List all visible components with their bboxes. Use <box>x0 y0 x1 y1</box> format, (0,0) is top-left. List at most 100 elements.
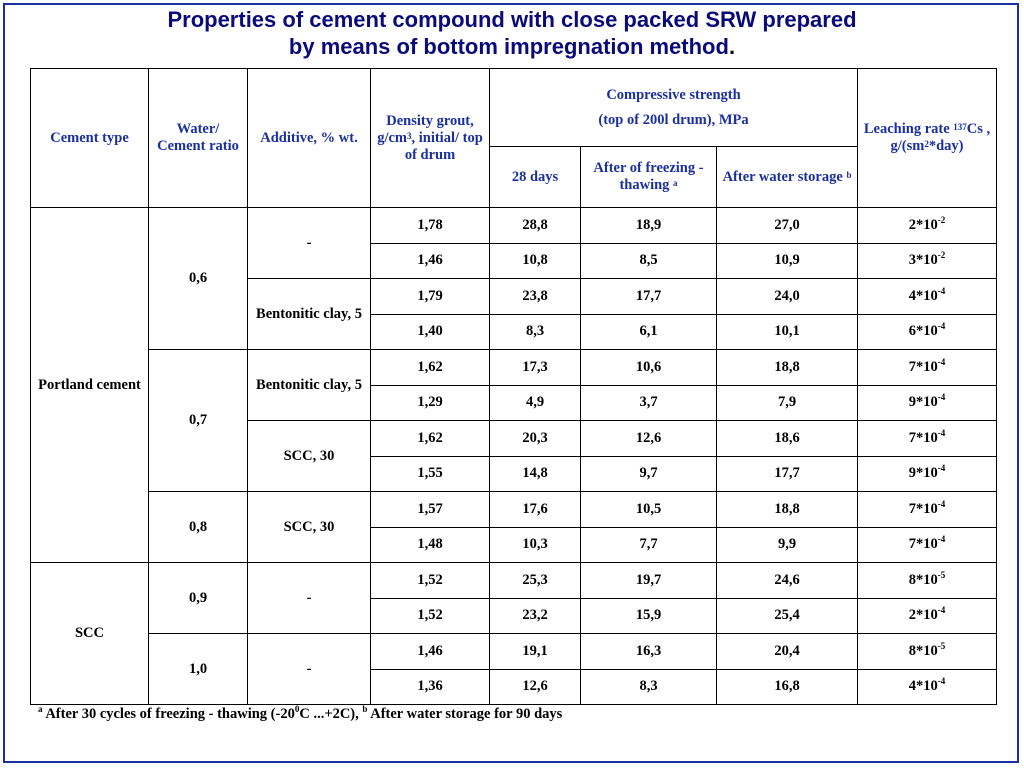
leaching-cell: 2*10-4 <box>857 597 998 634</box>
strength-freeze-cell: 12,6 <box>580 420 717 457</box>
density-cell: 1,48 <box>370 526 490 563</box>
density-cell: 1,40 <box>370 313 490 350</box>
table-row: SCC, 30 1,62 20,3 12,6 18,6 7*10-4 <box>31 420 998 492</box>
footnote: a After 30 cycles of freezing - thawing … <box>38 704 563 722</box>
header-wc-ratio: Water/ Cement ratio <box>148 68 248 208</box>
leaching-cell: 2*10-2 <box>857 207 998 244</box>
strength-freeze-cell: 7,7 <box>580 526 717 563</box>
leaching-cell: 3*10-2 <box>857 242 998 279</box>
table-row: 0,7 Bentonitic clay, 5 1,62 17,3 10,6 18… <box>31 349 998 492</box>
strength-28d-cell: 23,8 <box>489 278 581 315</box>
slide-frame <box>3 3 1019 763</box>
wc-ratio-cell: 0,8 <box>148 491 248 563</box>
strength-freeze-cell: 17,7 <box>580 278 717 315</box>
density-cell: 1,62 <box>370 349 490 386</box>
table-row: 1,0 - 1,46 19,1 16,3 20,4 8*10-5 <box>31 633 998 705</box>
strength-28d-cell: 25,3 <box>489 562 581 599</box>
additive-cell: - <box>247 633 371 705</box>
strength-water-cell: 10,1 <box>715 313 859 350</box>
density-cell: 1,79 <box>370 278 490 315</box>
wc-ratio-cell: 0,9 <box>148 562 248 634</box>
strength-freeze-cell: 6,1 <box>580 313 717 350</box>
density-cell: 1,55 <box>370 455 490 492</box>
strength-28d-cell: 12,6 <box>489 668 581 705</box>
title-line-2: by means of bottom impregnation method. <box>288 34 736 59</box>
table-row: 1,46 10,8 8,5 10,9 3*10-2 <box>31 242 998 279</box>
cement-type-cell: Portland cement <box>30 207 149 563</box>
strength-freeze-cell: 8,3 <box>580 668 717 705</box>
cement-type-cell: SCC <box>30 562 149 705</box>
density-cell: 1,52 <box>370 562 490 599</box>
strength-water-cell: 25,4 <box>715 597 859 634</box>
strength-freeze-cell: 10,6 <box>580 349 717 386</box>
properties-table: Cement type Water/ Cement ratio Additive… <box>30 68 998 705</box>
strength-28d-cell: 4,9 <box>489 384 581 421</box>
leaching-cell: 6*10-4 <box>857 313 998 350</box>
additive-cell: SCC, 30 <box>247 491 371 563</box>
header-compressive-strength: Compressive strength (top of 200l drum), … <box>488 68 859 147</box>
additive-cell: - <box>247 207 371 279</box>
additive-cell: Bentonitic clay, 5 <box>247 278 371 350</box>
strength-water-cell: 17,7 <box>715 455 859 492</box>
strength-water-cell: 18,8 <box>715 349 859 386</box>
strength-28d-cell: 20,3 <box>489 420 581 457</box>
strength-28d-cell: 8,3 <box>489 313 581 350</box>
title-line-1: Properties of cement compound with close… <box>167 7 857 32</box>
table-row: SCC 0,9 - 1,52 25,3 19,7 24,6 8*10-5 <box>30 562 998 705</box>
table-row: 0,8 SCC, 30 1,57 17,6 10,5 18,8 7*10-4 <box>31 491 998 563</box>
strength-28d-cell: 10,3 <box>489 526 581 563</box>
strength-28d-cell: 28,8 <box>489 207 581 244</box>
strength-28d-cell: 17,3 <box>489 349 581 386</box>
density-cell: 1,52 <box>370 597 490 634</box>
strength-28d-cell: 14,8 <box>489 455 581 492</box>
additive-cell: Bentonitic clay, 5 <box>247 349 371 421</box>
density-cell: 1,78 <box>370 207 490 244</box>
table-row: 1,52 23,2 15,9 25,4 2*10-4 <box>31 597 998 634</box>
strength-water-cell: 27,0 <box>715 207 859 244</box>
leaching-cell: 8*10-5 <box>857 562 998 599</box>
strength-28d-cell: 19,1 <box>489 633 581 670</box>
header-density: Density grout, g/cm3, initial/ top of dr… <box>370 68 490 208</box>
strength-freeze-cell: 3,7 <box>580 384 717 421</box>
strength-freeze-cell: 16,3 <box>580 633 717 670</box>
wc-ratio-cell: 1,0 <box>148 633 248 705</box>
header-additive: Additive, % wt. <box>247 68 371 208</box>
strength-freeze-cell: 8,5 <box>580 242 717 279</box>
table-row: 1,36 12,6 8,3 16,8 4*10-4 <box>31 668 998 705</box>
strength-water-cell: 7,9 <box>715 384 859 421</box>
leaching-cell: 7*10-4 <box>857 491 998 528</box>
density-cell: 1,62 <box>370 420 490 457</box>
strength-water-cell: 18,8 <box>715 491 859 528</box>
strength-28d-cell: 23,2 <box>489 597 581 634</box>
strength-freeze-cell: 9,7 <box>580 455 717 492</box>
strength-water-cell: 16,8 <box>715 668 859 705</box>
density-cell: 1,46 <box>370 633 490 670</box>
leaching-cell: 4*10-4 <box>857 668 998 705</box>
header-after-freezing: After of freezing - thawing a <box>580 146 717 208</box>
wc-ratio-cell: 0,7 <box>148 349 248 492</box>
slide-title: Properties of cement compound with close… <box>0 6 1024 60</box>
density-cell: 1,46 <box>370 242 490 279</box>
leaching-cell: 4*10-4 <box>857 278 998 315</box>
strength-28d-cell: 17,6 <box>489 491 581 528</box>
leaching-cell: 7*10-4 <box>857 420 998 457</box>
header-cement-type: Cement type <box>30 68 149 208</box>
table-row: Portland cement 0,6 - 1,78 28,8 18,9 27,… <box>30 207 998 563</box>
strength-28d-cell: 10,8 <box>489 242 581 279</box>
density-cell: 1,29 <box>370 384 490 421</box>
leaching-cell: 8*10-5 <box>857 633 998 670</box>
strength-freeze-cell: 18,9 <box>580 207 717 244</box>
strength-water-cell: 24,6 <box>715 562 859 599</box>
table-row: 1,48 10,3 7,7 9,9 7*10-4 <box>31 526 998 563</box>
additive-cell: SCC, 30 <box>247 420 371 492</box>
strength-freeze-cell: 19,7 <box>580 562 717 599</box>
density-cell: 1,36 <box>370 668 490 705</box>
header-28-days: 28 days <box>489 146 581 208</box>
density-cell: 1,57 <box>370 491 490 528</box>
wc-ratio-cell: 0,6 <box>148 207 248 350</box>
strength-freeze-cell: 15,9 <box>580 597 717 634</box>
leaching-cell: 9*10-4 <box>857 455 998 492</box>
strength-water-cell: 10,9 <box>715 242 859 279</box>
header-after-water-storage: After water storage b <box>715 146 859 208</box>
strength-freeze-cell: 10,5 <box>580 491 717 528</box>
